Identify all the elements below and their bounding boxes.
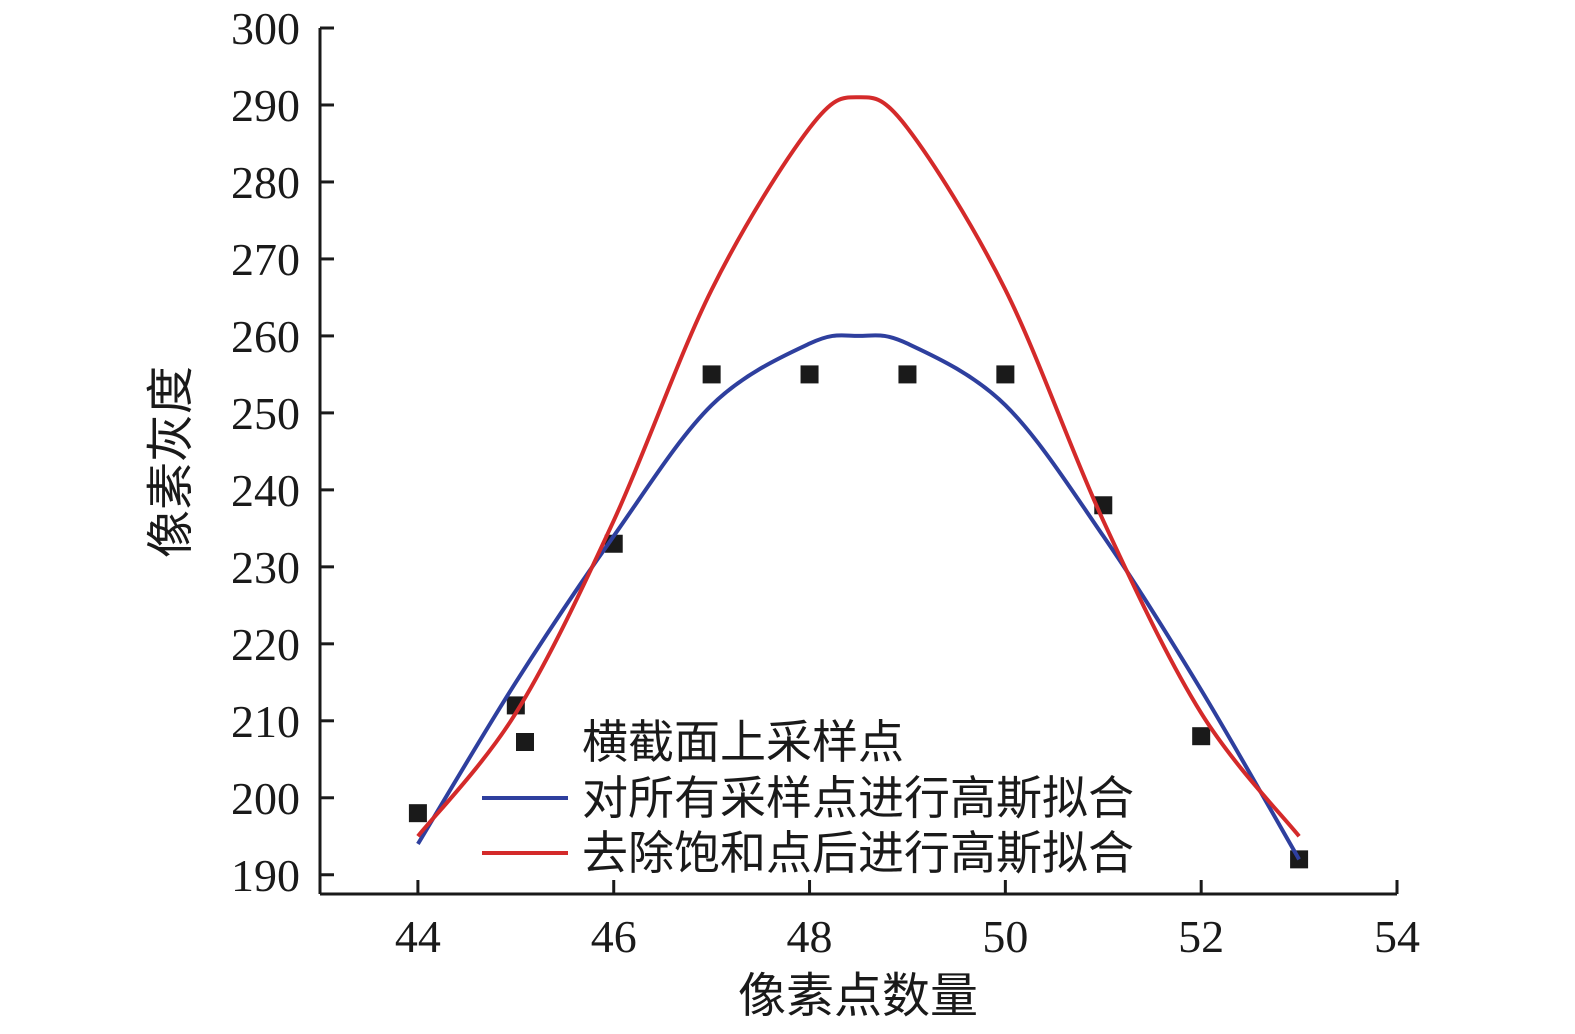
x-tick-label: 46	[591, 911, 637, 962]
sample-point	[1192, 727, 1211, 746]
y-tick-label: 260	[231, 311, 300, 362]
y-tick-label: 190	[231, 850, 300, 901]
fit-curve-1	[416, 333, 1301, 861]
fit-curve-2	[416, 95, 1301, 838]
y-tick-label: 240	[231, 465, 300, 516]
legend-label-0: 横截面上采样点	[582, 717, 904, 768]
sample-point	[800, 365, 819, 384]
y-tick-label: 210	[231, 696, 300, 747]
series-layer	[408, 95, 1309, 869]
legend-swatch-0	[516, 733, 534, 751]
x-tick-label: 44	[395, 911, 441, 962]
y-tick-label: 290	[231, 80, 300, 131]
legend-label-1: 对所有采样点进行高斯拟合	[582, 773, 1134, 824]
axes-layer	[318, 28, 1397, 896]
x-tick-label: 54	[1374, 911, 1420, 962]
x-tick-label: 52	[1178, 911, 1224, 962]
legend-label-2: 去除饱和点后进行高斯拟合	[582, 828, 1134, 879]
sample-point	[898, 365, 917, 384]
ticks-layer: 190 200 210 220 230 240 250 260 270 280 290 300 44 46…	[231, 3, 1420, 962]
y-tick-label: 220	[231, 619, 300, 670]
x-axis-title: 像素点数量	[738, 970, 978, 1023]
x-tick-label: 48	[787, 911, 833, 962]
y-tick-label: 300	[231, 3, 300, 54]
sample-point	[996, 365, 1015, 384]
y-tick-label: 230	[231, 542, 300, 593]
y-tick-label: 200	[231, 773, 300, 824]
x-tick-label: 50	[982, 911, 1028, 962]
y-tick-label: 270	[231, 234, 300, 285]
y-tick-label: 250	[231, 388, 300, 439]
sample-point	[702, 365, 721, 384]
y-tick-label: 280	[231, 157, 300, 208]
sample-point	[506, 696, 525, 715]
sample-point	[408, 804, 427, 823]
y-axis-title: 像素灰度	[145, 366, 198, 558]
